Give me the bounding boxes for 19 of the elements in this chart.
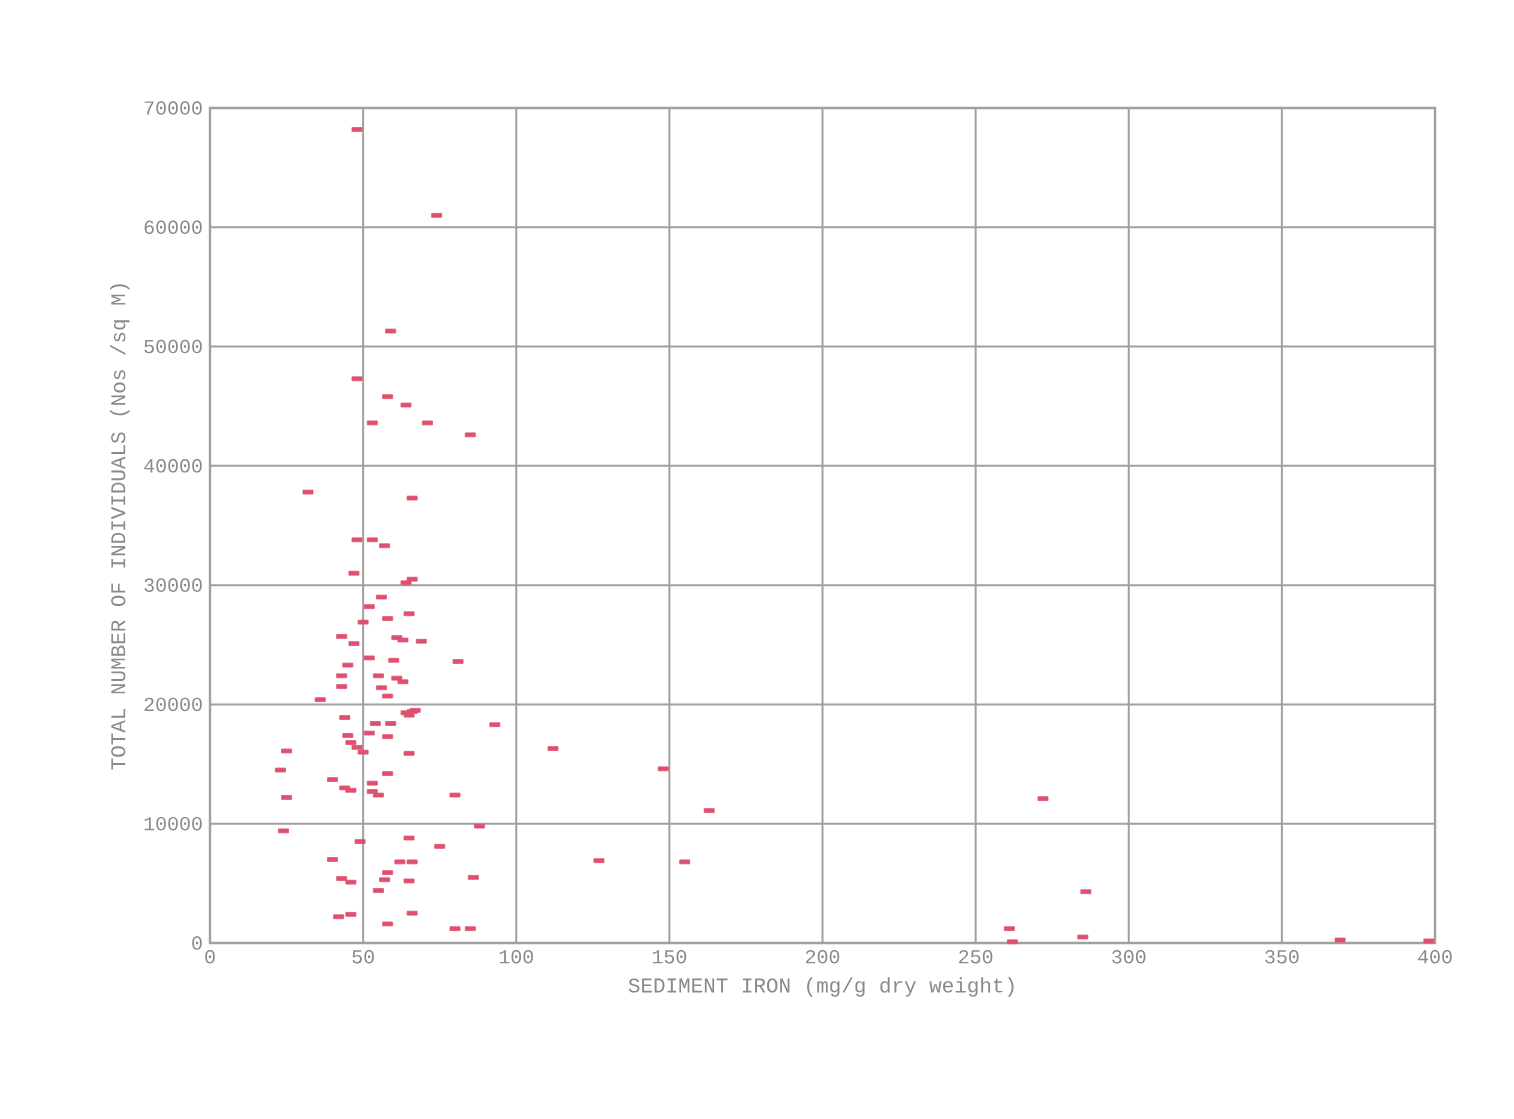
x-tick-label: 350 — [1265, 950, 1299, 964]
y-tick-label: 40000 — [144, 459, 202, 473]
y-tick-label: 20000 — [144, 697, 202, 712]
y-tick-label: 50000 — [144, 339, 202, 354]
x-tick-label: 0 — [205, 950, 215, 964]
y-tick-label: 70000 — [144, 101, 202, 115]
y-tick-label: 0 — [192, 936, 202, 950]
x-tick-label: 100 — [499, 950, 533, 964]
x-tick-label: 50 — [352, 950, 374, 964]
x-tick-label: 300 — [1112, 950, 1146, 964]
x-tick-label: 150 — [652, 950, 687, 964]
x-tick-label: 200 — [805, 950, 840, 964]
x-tick-label: 250 — [959, 950, 993, 964]
x-tick-label: 400 — [1418, 950, 1452, 964]
y-axis-title: TOTAL NUMBER OF INDIVIDUALS (Nos /sq M) — [110, 284, 130, 770]
y-tick-label: 10000 — [144, 816, 202, 831]
x-axis-title: SEDIMENT IRON (mg/g dry weight) — [628, 977, 1014, 997]
y-tick-label: 30000 — [144, 578, 202, 592]
y-tick-label: 60000 — [144, 220, 202, 235]
